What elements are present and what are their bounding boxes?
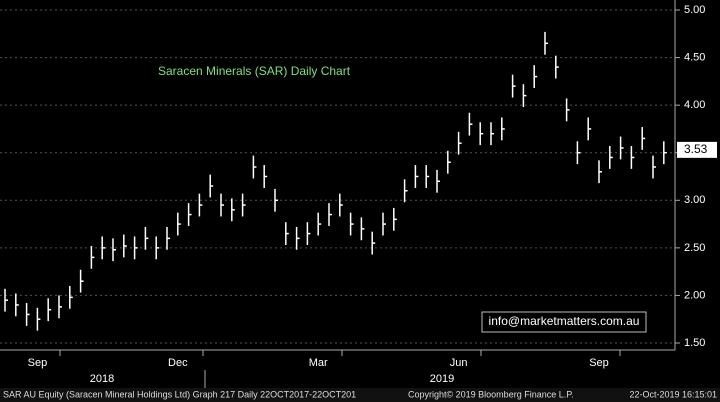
x-tick-label: Sep xyxy=(589,357,609,369)
footer-center: Copyright© 2019 Bloomberg Finance L.P. xyxy=(408,389,574,399)
footer-bar xyxy=(0,388,720,402)
chart-title: Saracen Minerals (SAR) Daily Chart xyxy=(158,64,351,78)
x-tick-label: Mar xyxy=(309,357,328,369)
y-tick-label: 4.00 xyxy=(684,99,705,111)
year-label: 2018 xyxy=(90,373,114,385)
y-tick-label: 5.00 xyxy=(684,4,705,16)
y-tick-label: 3.00 xyxy=(684,194,705,206)
y-tick-label: 2.00 xyxy=(684,289,705,301)
year-label: 2019 xyxy=(430,373,454,385)
footer-left: SAR AU Equity (Saracen Mineral Holdings … xyxy=(3,389,356,399)
y-tick-label: 2.50 xyxy=(684,242,705,254)
last-price-label: 3.53 xyxy=(684,142,708,156)
footer-right: 22-Oct-2019 16:15:01 xyxy=(629,389,717,399)
x-tick-label: Sep xyxy=(28,357,48,369)
watermark: info@marketmatters.com.au xyxy=(489,314,640,328)
x-tick-label: Dec xyxy=(168,357,188,369)
watermark-box xyxy=(481,311,647,333)
last-price-box xyxy=(677,141,717,158)
y-tick-label: 4.50 xyxy=(684,51,705,63)
y-tick-label: 1.50 xyxy=(684,337,705,349)
x-tick-label: Jun xyxy=(450,357,468,369)
